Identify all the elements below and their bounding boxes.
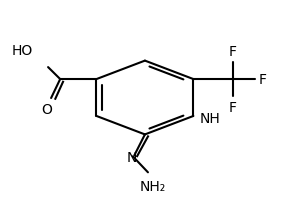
Text: O: O — [41, 102, 52, 116]
Text: HO: HO — [12, 44, 33, 58]
Text: NH: NH — [200, 111, 220, 125]
Text: N: N — [126, 151, 136, 165]
Text: F: F — [258, 73, 266, 87]
Text: F: F — [229, 101, 237, 114]
Text: F: F — [229, 45, 237, 59]
Text: NH₂: NH₂ — [139, 179, 166, 193]
